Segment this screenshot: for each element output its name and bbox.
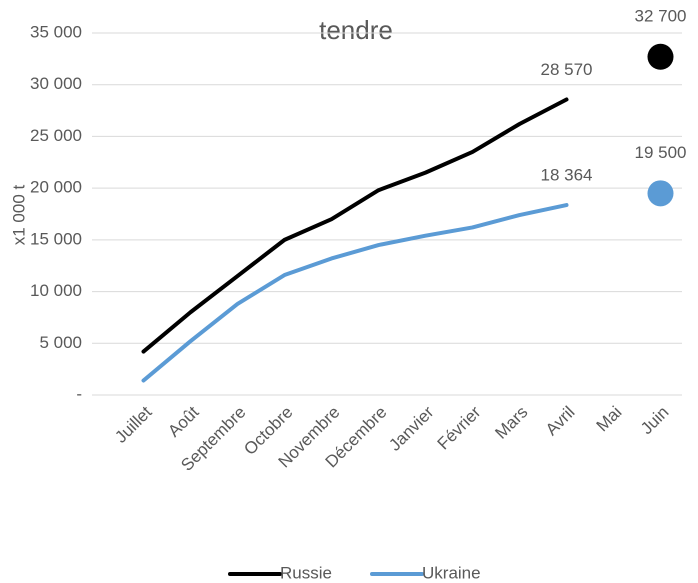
x-tick-label: Mars	[491, 403, 531, 443]
point	[647, 43, 674, 70]
y-tick-label: 25 000	[30, 126, 82, 145]
chart-title: tendre	[319, 15, 393, 45]
line	[141, 97, 569, 354]
y-tick-label: -	[76, 384, 82, 403]
y-tick-label: 15 000	[30, 229, 82, 248]
data-label: 19 500	[635, 143, 687, 162]
x-tick-label: Janvier	[385, 402, 437, 454]
y-tick-label: 30 000	[30, 74, 82, 93]
line	[141, 203, 569, 383]
y-tick-label: 5 000	[39, 333, 82, 352]
y-axis-label: x1 000 t	[9, 184, 28, 245]
x-tick-label: Juillet	[111, 402, 155, 446]
data-label: 32 700	[635, 6, 687, 25]
x-tick-label: Juin	[637, 403, 672, 438]
data-label: 28 570	[541, 60, 593, 79]
y-tick-label: 10 000	[30, 281, 82, 300]
x-tick-label: Février	[434, 402, 485, 453]
legend-label: Russie	[280, 563, 332, 582]
data-label: 18 364	[541, 166, 593, 185]
legend-label: Ukraine	[422, 563, 481, 582]
y-tick-label: 20 000	[30, 178, 82, 197]
x-tick-label: Avril	[542, 403, 579, 440]
y-tick-label: 35 000	[30, 22, 82, 41]
x-tick-label: Août	[164, 402, 202, 440]
x-tick-label: Mai	[593, 403, 626, 436]
point	[647, 180, 674, 207]
